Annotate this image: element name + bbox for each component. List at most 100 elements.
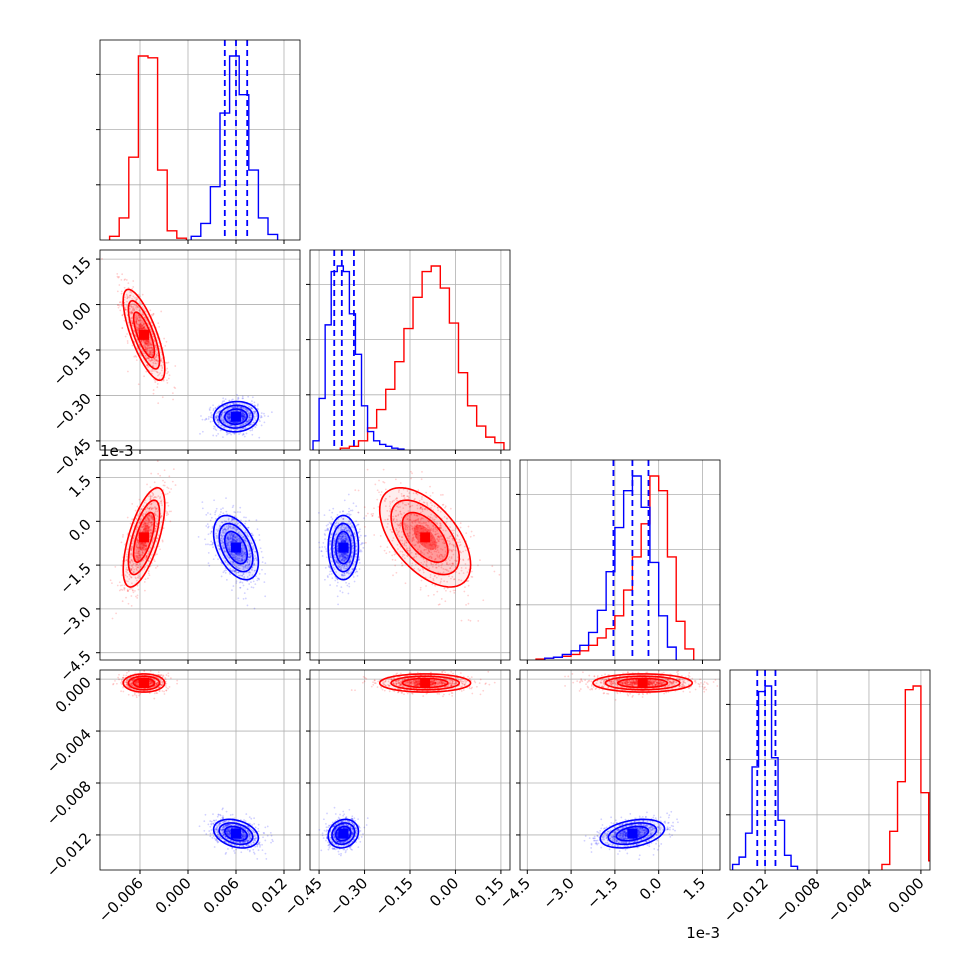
scatter-point: [139, 325, 142, 328]
scatter-point: [482, 599, 485, 602]
scatter-point: [433, 550, 436, 553]
scatter-point: [232, 526, 234, 529]
scatter-point: [221, 531, 224, 534]
scatter-point: [238, 552, 241, 555]
scatter-point: [137, 326, 140, 329]
scatter-point: [242, 568, 245, 570]
scatter-point: [156, 371, 159, 374]
scatter-point: [234, 425, 236, 428]
scatter-point: [240, 519, 242, 522]
scatter-point: [160, 515, 163, 517]
scatter-point: [237, 537, 240, 540]
scatter-point: [147, 518, 150, 521]
scatter-point: [385, 552, 388, 555]
scatter-point: [253, 415, 256, 418]
scatter-point: [240, 413, 243, 415]
scatter-point: [233, 556, 236, 559]
scatter-point: [322, 542, 325, 544]
scatter-point: [155, 347, 158, 350]
scatter-point: [137, 319, 140, 322]
scatter-point: [223, 532, 226, 534]
scatter-point: [222, 397, 225, 400]
scatter-point: [219, 414, 222, 417]
scatter-point: [217, 411, 220, 413]
scatter-point: [140, 321, 143, 324]
scatter-point: [251, 429, 253, 432]
scatter-point: [418, 532, 421, 535]
scatter-point: [145, 519, 148, 521]
scatter-point: [225, 510, 228, 513]
scatter-point: [150, 502, 153, 505]
scatter-point: [222, 544, 225, 546]
scatter-point: [204, 419, 206, 421]
scatter-point: [139, 563, 141, 566]
scatter-point: [133, 330, 136, 332]
scatter-point: [447, 557, 450, 560]
scatter-point: [236, 538, 238, 541]
scatter-point: [135, 355, 138, 358]
scatter-point: [215, 429, 218, 432]
scatter-point: [245, 532, 247, 534]
panel-p0-vs-p0: [96, 39, 301, 244]
scatter-point: [131, 311, 134, 314]
scatter-point: [237, 396, 240, 399]
scatter-point: [237, 597, 240, 600]
scatter-point: [256, 404, 259, 407]
scatter-point: [148, 353, 151, 356]
scatter-point: [242, 397, 244, 400]
scatter-point: [229, 536, 232, 539]
scatter-point: [217, 433, 220, 435]
scatter-point: [358, 536, 361, 539]
scatter-point: [239, 406, 242, 409]
scatter-point: [137, 550, 140, 553]
scatter-point: [240, 428, 243, 431]
scatter-point: [116, 273, 119, 275]
scatter-point: [391, 554, 394, 557]
scatter-point: [147, 518, 150, 521]
scatter-point: [232, 536, 234, 539]
scatter-point: [240, 540, 243, 543]
scatter-point: [235, 428, 238, 431]
scatter-point: [136, 546, 139, 549]
scatter-point: [226, 544, 228, 547]
scatter-point: [155, 507, 158, 510]
scatter-point: [231, 563, 234, 565]
scatter-point: [131, 566, 134, 569]
scatter-point: [416, 528, 419, 531]
scatter-point: [135, 320, 138, 323]
scatter-point: [237, 421, 240, 424]
scatter-point: [142, 524, 145, 526]
scatter-point: [150, 529, 153, 532]
scatter-point: [220, 537, 222, 540]
scatter-point: [447, 570, 450, 573]
scatter-point: [238, 555, 241, 557]
scatter-point: [137, 558, 140, 560]
scatter-point: [219, 548, 221, 551]
scatter-point: [130, 604, 133, 607]
scatter-point: [148, 340, 151, 342]
scatter-point: [253, 539, 256, 542]
scatter-point: [354, 489, 357, 492]
scatter-point: [498, 573, 501, 576]
scatter-point: [239, 574, 242, 577]
scatter-point: [147, 517, 149, 520]
scatter-point: [152, 558, 155, 561]
scatter-point: [220, 419, 223, 422]
scatter-point: [420, 579, 423, 582]
scatter-point: [171, 392, 174, 395]
scatter-point: [148, 527, 151, 530]
scatter-point: [227, 536, 229, 539]
scatter-point: [246, 420, 249, 423]
scatter-point: [151, 507, 154, 510]
scatter-point: [230, 424, 232, 427]
scatter-point: [219, 534, 222, 537]
scatter-point: [142, 314, 145, 317]
scatter-point: [137, 542, 140, 544]
density-contour: [223, 530, 249, 565]
panel-p1-vs-p1: [306, 249, 511, 454]
scatter-point: [145, 557, 148, 559]
scatter-point: [135, 319, 138, 322]
scatter-point: [155, 353, 158, 356]
scatter-point: [399, 482, 402, 484]
